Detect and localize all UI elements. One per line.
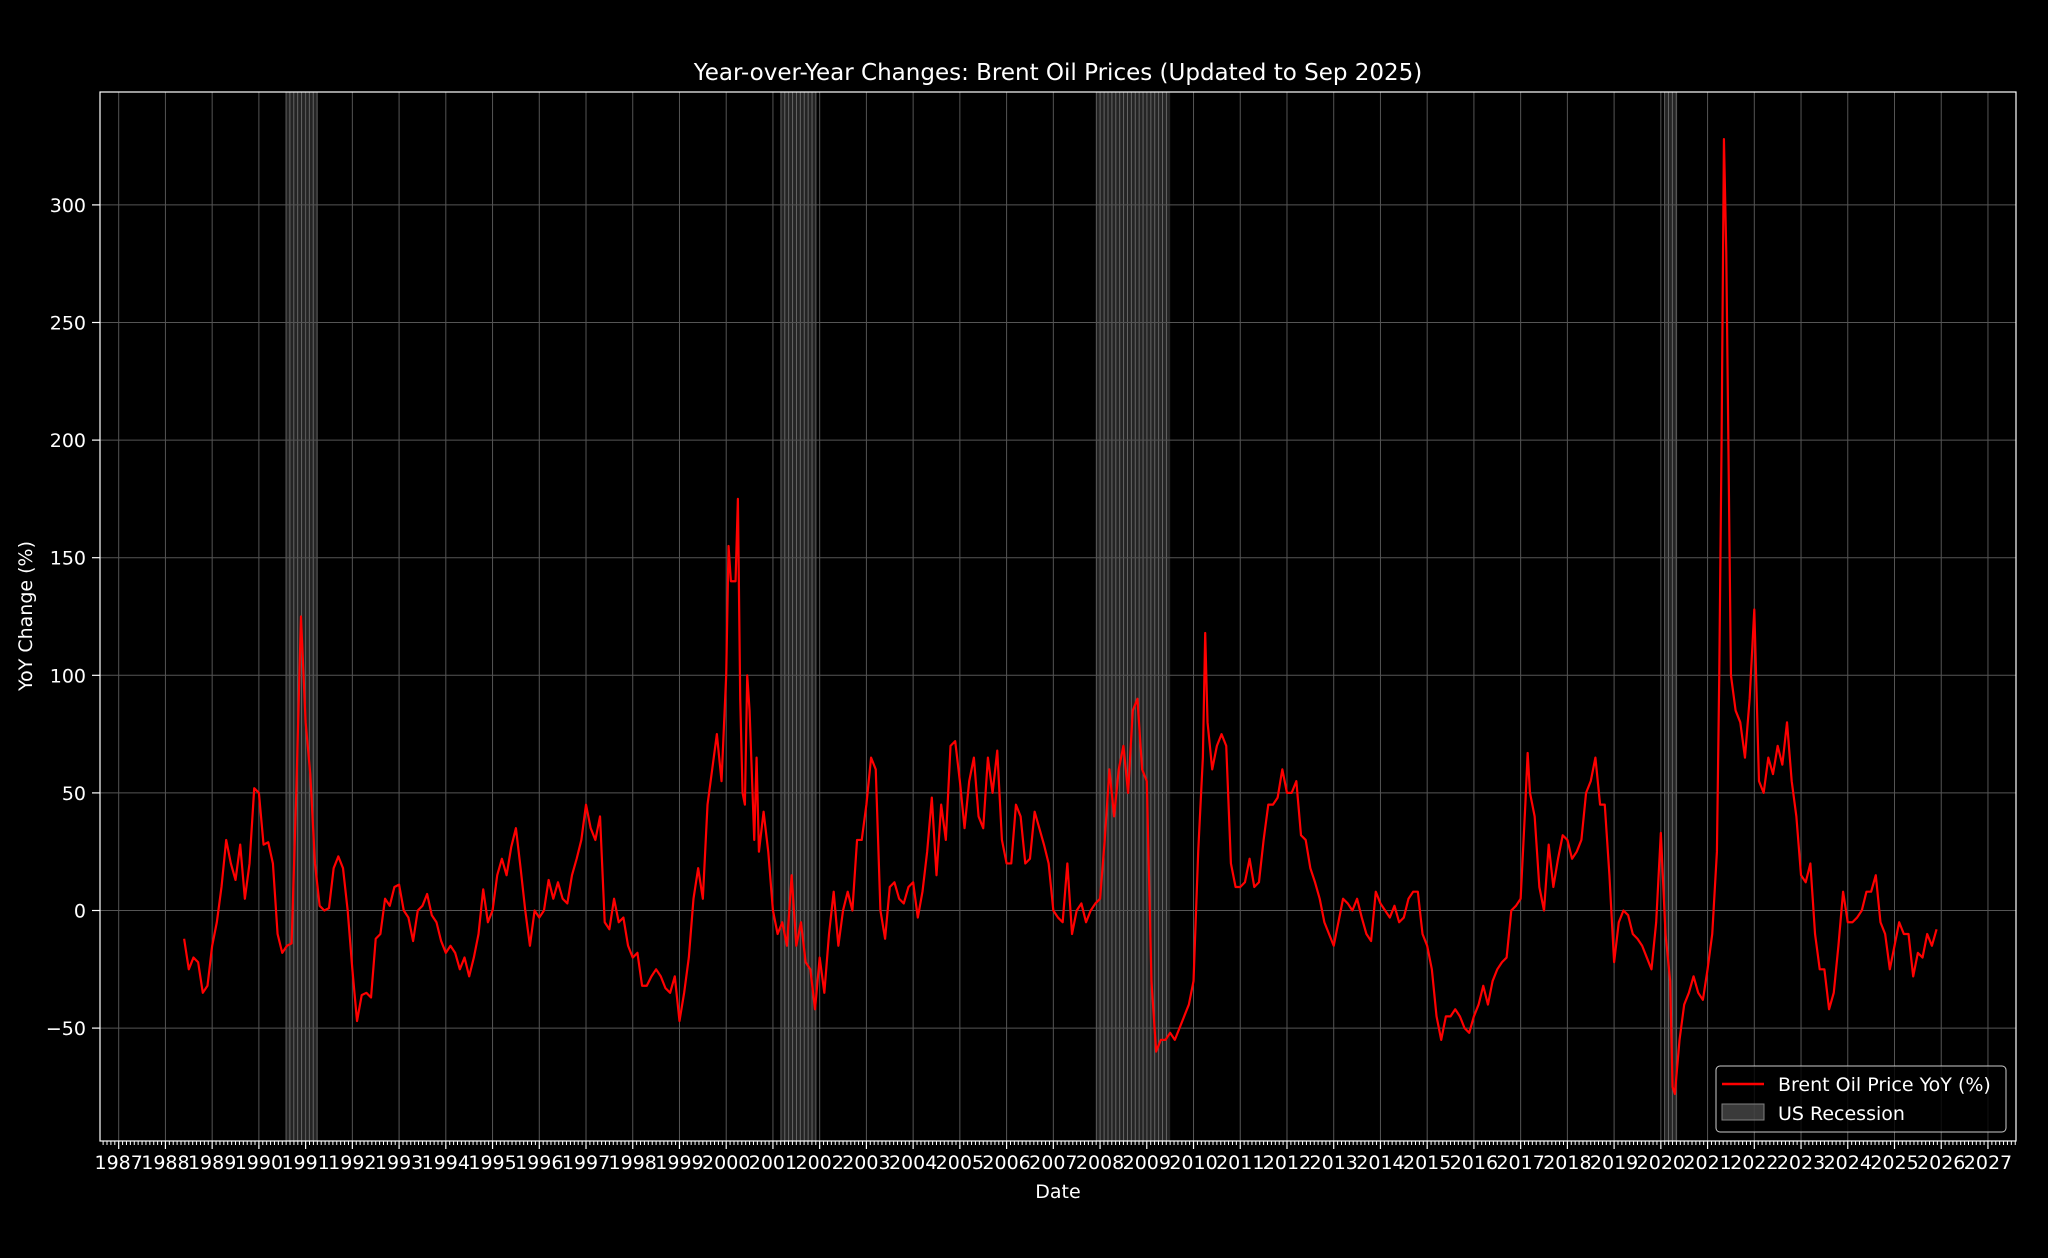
x-tick-label: 2007 <box>1029 1152 1077 1174</box>
x-tick-label: 2009 <box>1123 1152 1171 1174</box>
y-tick-label: 50 <box>62 783 86 805</box>
recession-bands <box>285 92 1678 1141</box>
legend-label-recession: US Recession <box>1778 1103 1905 1125</box>
y-tick-label: 150 <box>50 548 86 570</box>
x-tick-label: 2008 <box>1076 1152 1124 1174</box>
x-tick-label: 1996 <box>515 1152 563 1174</box>
x-tick-label: 1989 <box>188 1152 236 1174</box>
plot-frame <box>99 91 2017 1142</box>
y-tick-label: 250 <box>50 312 86 334</box>
x-tick-label: 2012 <box>1263 1152 1311 1174</box>
x-tick-label: 1994 <box>422 1152 470 1174</box>
x-tick-label: 2010 <box>1169 1152 1217 1174</box>
x-tick-label: 2011 <box>1216 1152 1264 1174</box>
y-tick-label: −50 <box>46 1018 86 1040</box>
x-tick-label: 2018 <box>1543 1152 1591 1174</box>
x-axis-label: Date <box>1035 1181 1080 1203</box>
series-layer <box>183 137 1938 1096</box>
x-tick-label: 2014 <box>1356 1152 1404 1174</box>
x-tick-label: 2020 <box>1637 1152 1685 1174</box>
x-tick-label: 2015 <box>1403 1152 1451 1174</box>
x-tick-label: 2003 <box>842 1152 890 1174</box>
x-tick-label: 2001 <box>749 1152 797 1174</box>
recession-band-fill <box>1664 92 1678 1141</box>
y-tick-label: 300 <box>50 195 86 217</box>
x-tick-label: 2000 <box>702 1152 750 1174</box>
x-tick-label: 2024 <box>1824 1152 1872 1174</box>
legend: Brent Oil Price YoY (%) US Recession <box>1715 1065 2007 1133</box>
x-tick-label: 1997 <box>562 1152 610 1174</box>
recession-band <box>1095 92 1171 1141</box>
series-line-brent-yoy <box>183 137 1938 1096</box>
x-tick-label: 1999 <box>655 1152 703 1174</box>
x-tick-label: 1987 <box>95 1152 143 1174</box>
legend-label-brent: Brent Oil Price YoY (%) <box>1778 1074 1991 1096</box>
y-tick-label: 100 <box>50 665 86 687</box>
x-tick-label: 2005 <box>936 1152 984 1174</box>
x-tick-label: 1995 <box>468 1152 516 1174</box>
y-tick-label: 200 <box>50 430 86 452</box>
legend-box <box>1715 1065 2007 1133</box>
x-tick-label: 2002 <box>795 1152 843 1174</box>
x-tick-label: 2016 <box>1450 1152 1498 1174</box>
x-tick-label: 2019 <box>1590 1152 1638 1174</box>
y-axis: −50 0 50 100 150 200 250 300 <box>46 195 100 1040</box>
recession-band-fill <box>780 92 816 1141</box>
chart-title: Year-over-Year Changes: Brent Oil Prices… <box>693 60 1423 86</box>
x-tick-label: 2004 <box>889 1152 937 1174</box>
x-tick-label: 2006 <box>982 1152 1030 1174</box>
x-tick-label: 1992 <box>328 1152 376 1174</box>
recession-band <box>780 92 817 1141</box>
x-tick-label: 2021 <box>1683 1152 1731 1174</box>
x-tick-label: 2026 <box>1917 1152 1965 1174</box>
x-tick-label: 2022 <box>1730 1152 1778 1174</box>
x-tick-label: 2023 <box>1777 1152 1825 1174</box>
x-axis: 1987198819891990199119921993199419951996… <box>95 1141 2016 1174</box>
x-tick-label: 2013 <box>1310 1152 1358 1174</box>
grid-lines <box>100 92 2016 1141</box>
y-axis-label: YoY Change (%) <box>15 541 37 692</box>
x-tick-label: 1993 <box>375 1152 423 1174</box>
x-tick-label: 1988 <box>141 1152 189 1174</box>
x-tick-label: 2025 <box>1870 1152 1918 1174</box>
legend-recession-swatch <box>1721 1103 1765 1121</box>
x-tick-label: 1991 <box>281 1152 329 1174</box>
recession-band-fill <box>1096 92 1171 1141</box>
x-tick-label: 1990 <box>235 1152 283 1174</box>
x-tick-label: 1998 <box>609 1152 657 1174</box>
x-tick-label: 2027 <box>1964 1152 2012 1174</box>
y-tick-label: 0 <box>74 901 86 923</box>
x-tick-label: 2017 <box>1496 1152 1544 1174</box>
